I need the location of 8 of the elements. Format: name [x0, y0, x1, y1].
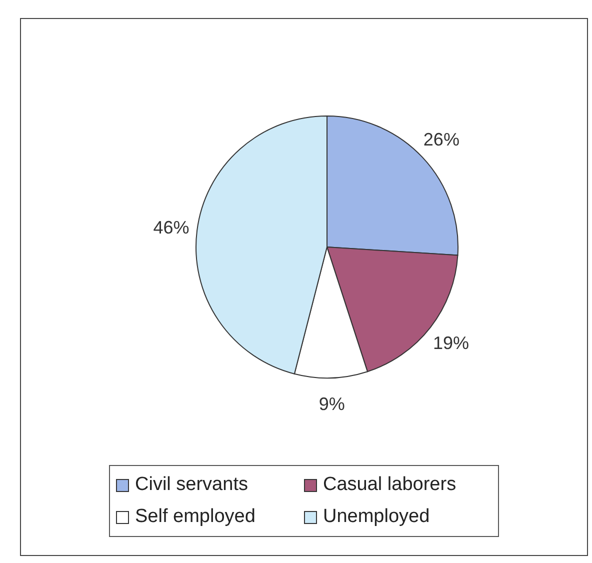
data-label: 9%: [318, 394, 345, 414]
legend-label: Casual laborers: [322, 474, 458, 496]
legend-label: Unemployed: [322, 506, 431, 528]
data-label: 26%: [423, 130, 460, 150]
data-label: 19%: [433, 333, 470, 354]
legend-label: Civil servants: [134, 474, 249, 496]
legend-label: Self employed: [134, 506, 256, 528]
data-label: 46%: [153, 217, 190, 238]
